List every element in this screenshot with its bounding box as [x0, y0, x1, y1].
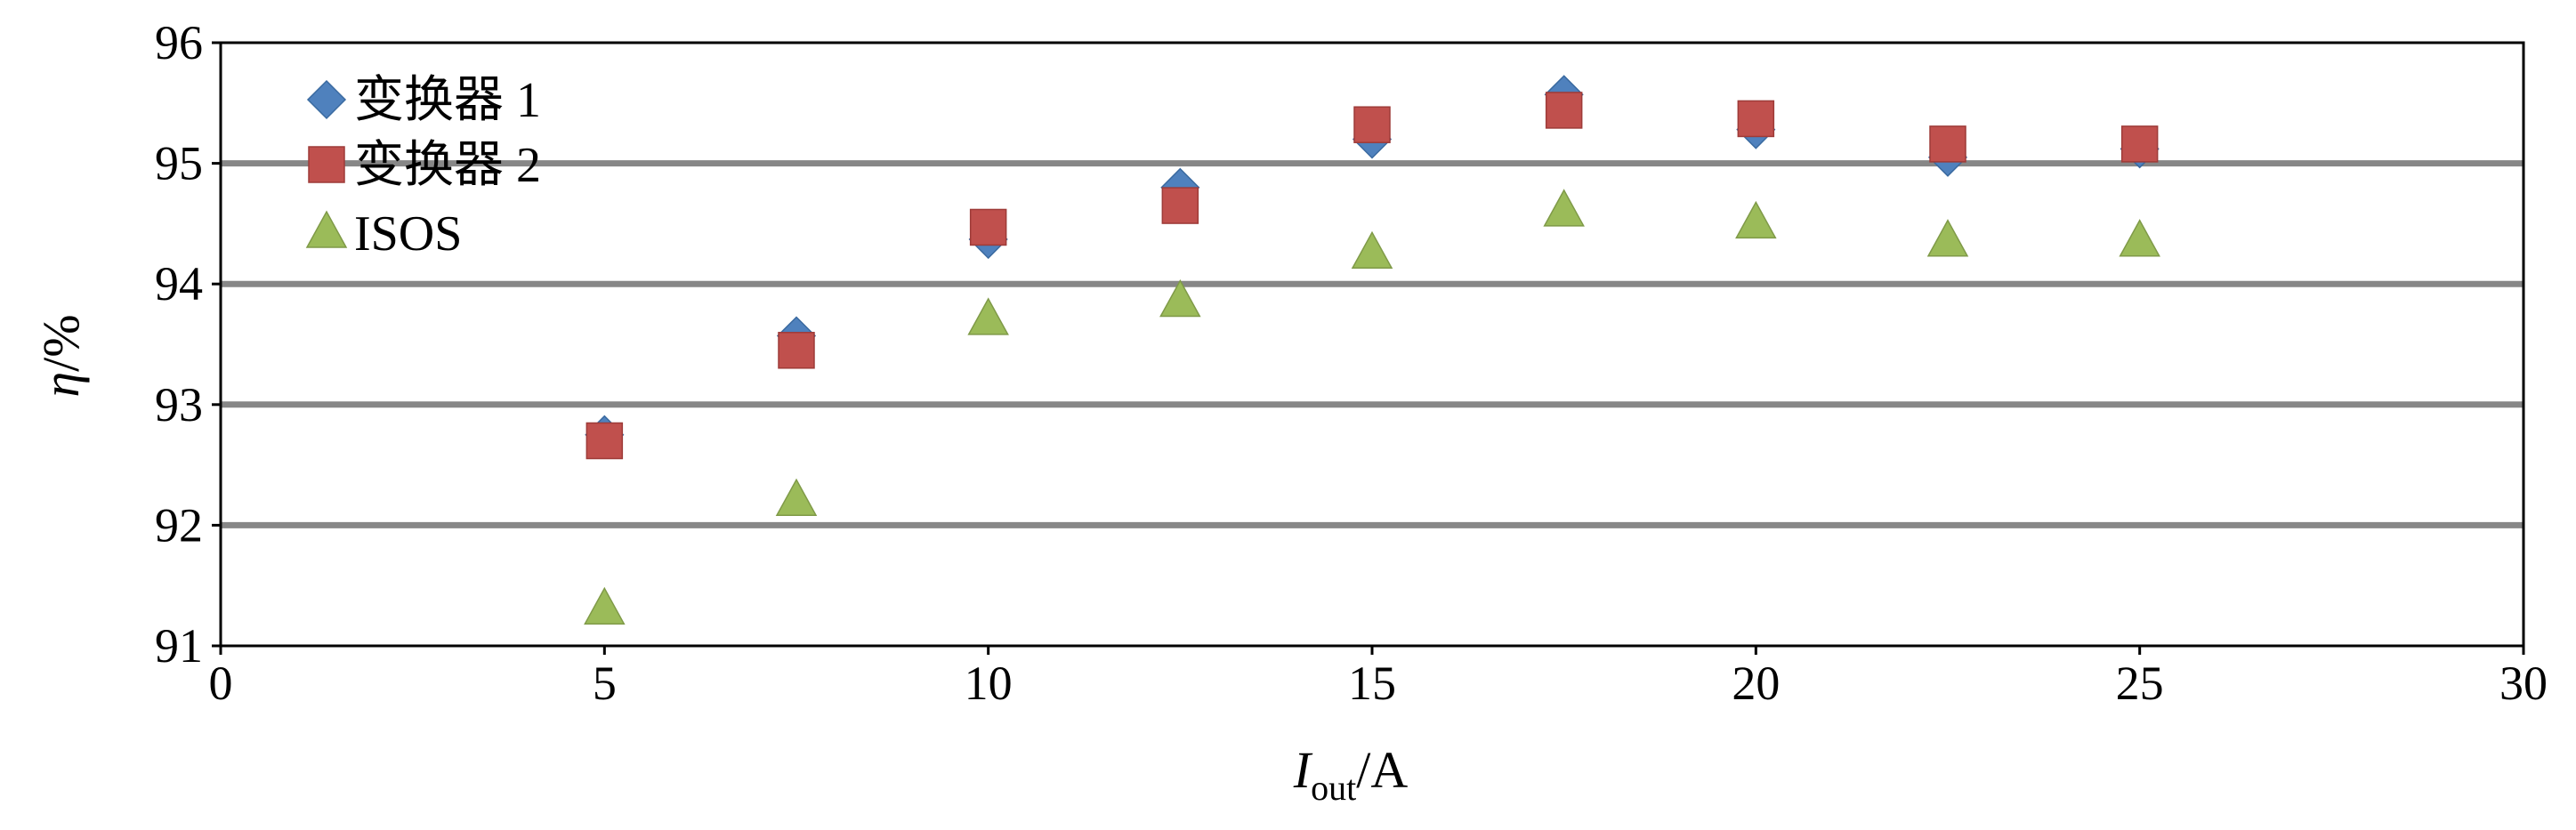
data-point-triangle	[1543, 189, 1585, 227]
y-tick-label: 94	[155, 257, 203, 310]
data-point-triangle	[2119, 219, 2160, 257]
data-point-square	[1929, 125, 1966, 163]
x-tick-label: 25	[2116, 657, 2164, 710]
x-tick-label: 30	[2499, 657, 2548, 710]
data-point-triangle	[1351, 230, 1393, 270]
data-point-square	[1161, 187, 1199, 224]
x-axis-unit: /A	[1356, 741, 1408, 799]
legend-marker-triangle	[305, 210, 348, 248]
y-tick-label: 95	[155, 137, 203, 190]
legend-label: 变换器 1	[354, 73, 541, 128]
data-point-square	[778, 332, 815, 369]
x-tick-label: 5	[593, 657, 617, 710]
legend-label: ISOS	[354, 206, 462, 262]
x-tick-label: 20	[1732, 657, 1780, 710]
data-marks	[584, 75, 2160, 625]
y-tick-label: 96	[155, 16, 203, 69]
data-point-square	[2120, 125, 2159, 163]
series-2	[585, 92, 2159, 460]
data-point-triangle	[775, 478, 818, 517]
x-tick-label: 0	[209, 657, 233, 710]
gridlines	[221, 160, 2524, 528]
legend: 变换器 1 变换器 2 ISOS	[305, 73, 541, 262]
data-point-square	[1353, 106, 1391, 143]
y-axis-unit: /%	[32, 314, 90, 371]
y-tick-label: 92	[155, 498, 203, 552]
x-tick-label: 15	[1348, 657, 1396, 710]
x-axis-symbol: I	[1293, 741, 1313, 799]
y-tick-label: 93	[155, 378, 203, 431]
x-axis-title: Iout/A	[1293, 741, 1409, 808]
y-tick-label: 91	[155, 619, 203, 673]
series-3	[584, 189, 2160, 625]
axes	[212, 41, 2525, 655]
legend-marker-square	[308, 146, 345, 183]
legend-marker-diamond	[306, 79, 347, 120]
data-point-triangle	[1159, 278, 1201, 318]
data-point-triangle	[1926, 219, 1969, 257]
data-point-triangle	[967, 297, 1009, 335]
y-axis-title: η/%	[32, 314, 90, 397]
legend-label: 变换器 2	[354, 138, 541, 193]
data-point-triangle	[584, 586, 626, 625]
x-tick-label: 10	[965, 657, 1013, 710]
data-point-square	[969, 208, 1007, 246]
data-point-square	[585, 422, 624, 460]
tick-labels: 0 5 10 15 20 25 30 91 92 93 94 95 96	[155, 16, 2548, 710]
data-point-square	[1737, 100, 1775, 138]
data-point-triangle	[1735, 200, 1777, 239]
data-point-square	[1545, 92, 1583, 129]
y-axis-symbol: η	[32, 372, 90, 398]
x-axis-subscript: out	[1311, 768, 1356, 808]
